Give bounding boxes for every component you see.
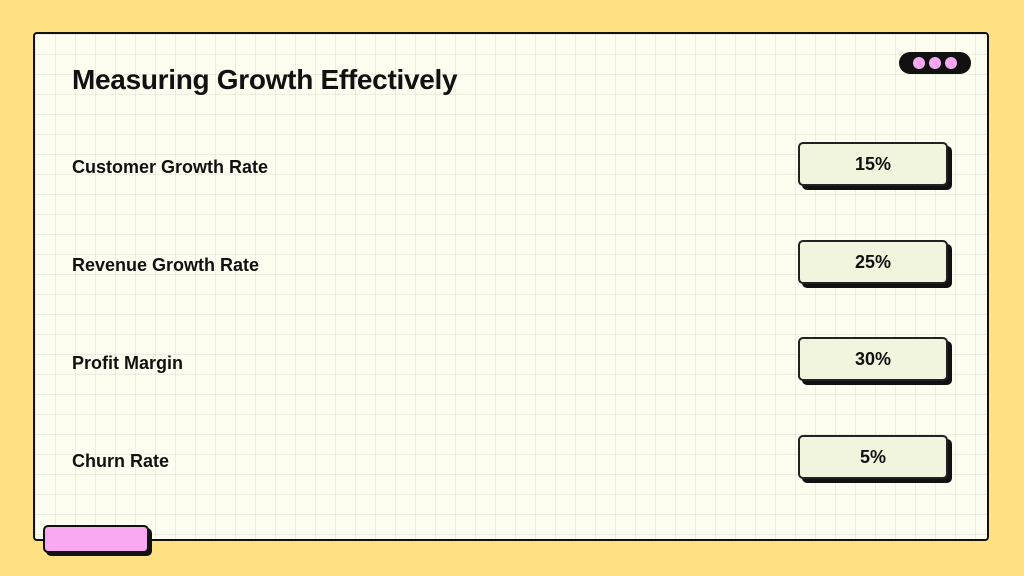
dot-icon <box>913 57 925 69</box>
metric-value-churn-rate: 5% <box>798 435 948 479</box>
metric-value-profit-margin: 30% <box>798 337 948 381</box>
pink-tab <box>43 525 149 553</box>
dot-icon <box>929 57 941 69</box>
page-title: Measuring Growth Effectively <box>72 64 458 95</box>
metric-label-customer-growth-rate: Customer Growth Rate <box>72 157 269 177</box>
three-dots-icon <box>899 52 971 74</box>
metric-value-revenue-growth-rate: 25% <box>798 240 948 284</box>
metric-label-revenue-growth-rate: Revenue Growth Rate <box>72 255 260 275</box>
slide-card <box>33 32 989 541</box>
dot-icon <box>945 57 957 69</box>
metric-label-churn-rate: Churn Rate <box>72 451 170 471</box>
metric-label-profit-margin: Profit Margin <box>72 353 183 373</box>
metric-value-customer-growth-rate: 15% <box>798 142 948 186</box>
